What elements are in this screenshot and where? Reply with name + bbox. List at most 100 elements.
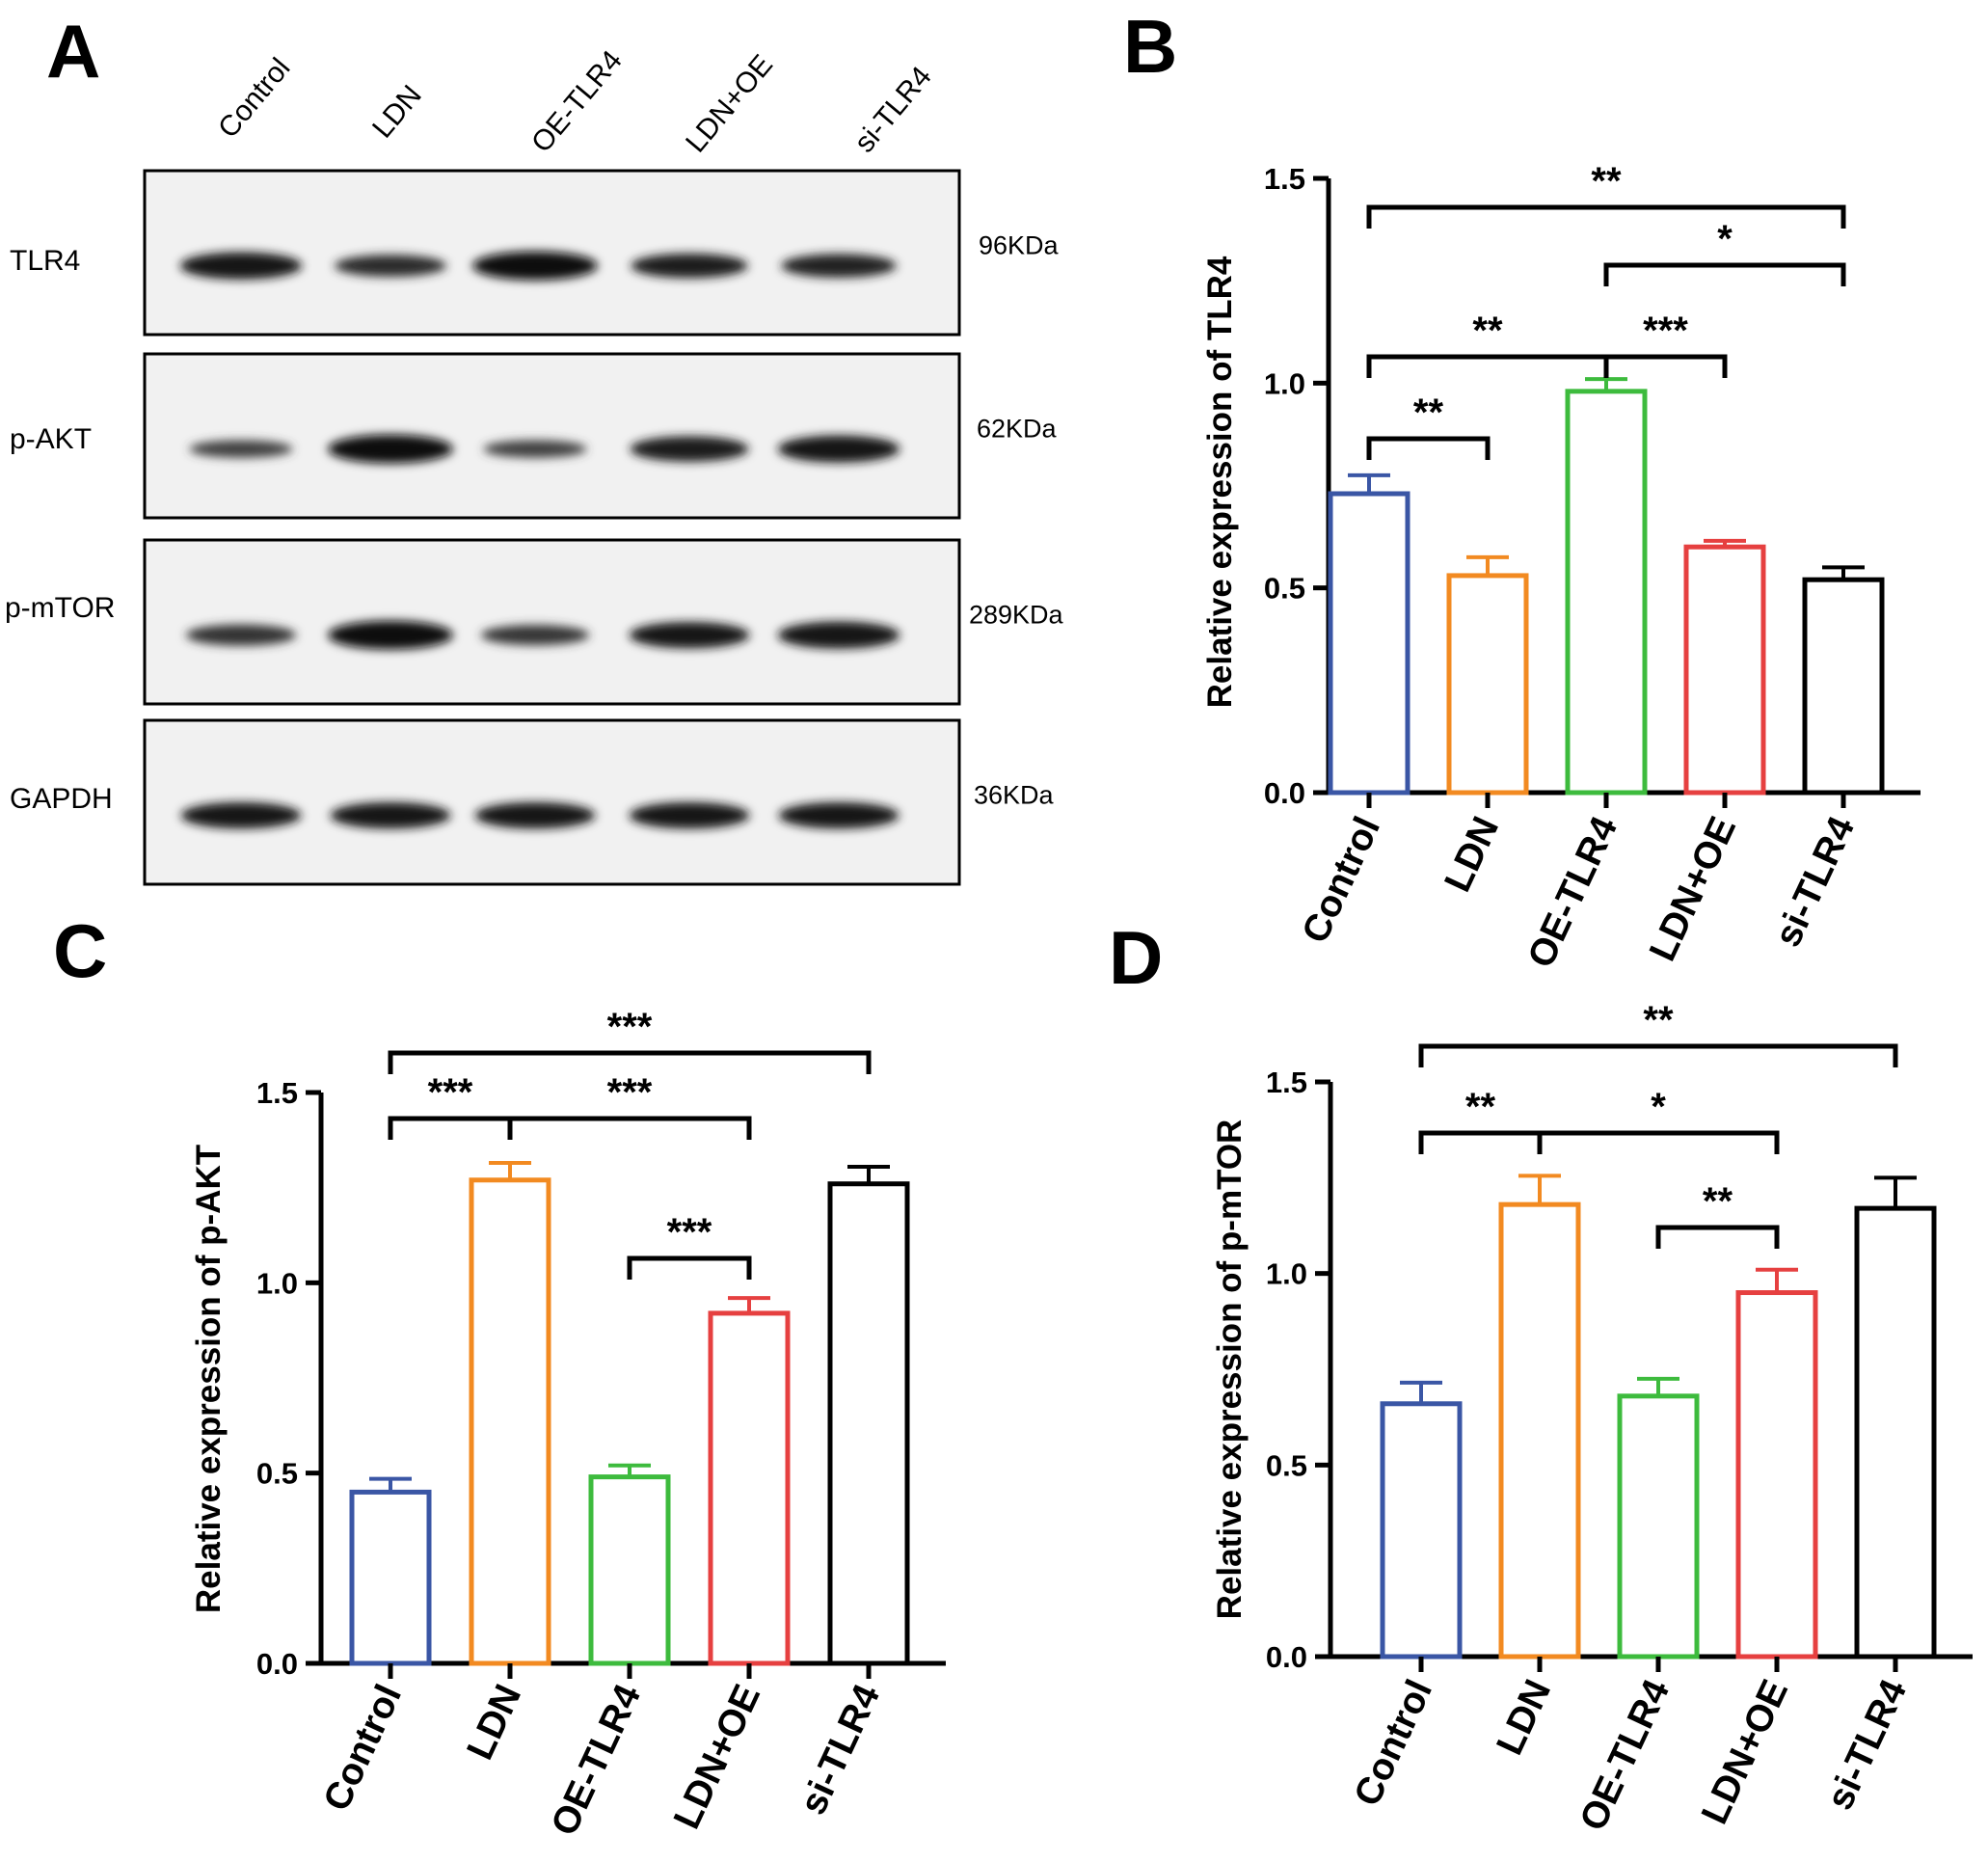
- x-tick-label: Control: [316, 1679, 411, 1818]
- panel-letter-a: A: [46, 9, 100, 94]
- blot-band: [185, 624, 297, 646]
- protein-label: p-AKT: [10, 423, 92, 455]
- lane-label: si-TLR4: [848, 61, 938, 159]
- blot-membrane: [143, 718, 961, 886]
- significance-label: *: [1717, 218, 1733, 260]
- blot-band: [777, 621, 900, 649]
- significance-bracket: [1603, 354, 1728, 378]
- chart-b: 0.0 0.5 1.0 1.5 Relative expression of TLR4 C…: [1201, 160, 1921, 974]
- bar: [1735, 1290, 1818, 1660]
- bar: [1498, 1201, 1581, 1660]
- x-tick-label: si-TLR4: [793, 1678, 889, 1821]
- molecular-weight-label: 289KDa: [969, 601, 1064, 630]
- blot-band: [335, 255, 446, 277]
- bar: [827, 1181, 910, 1666]
- y-axis-label: Relative expression of p-mTOR: [1211, 1120, 1249, 1620]
- x-tick-label: si-TLR4: [1767, 810, 1864, 953]
- significance-label: **: [1465, 1086, 1496, 1128]
- significance-label: ***: [607, 1006, 653, 1048]
- blot-band: [474, 801, 596, 829]
- y-axis-label: Relative expression of TLR4: [1201, 256, 1239, 708]
- significance-bracket: [1366, 204, 1846, 229]
- x-tick-label: si-TLR4: [1819, 1673, 1916, 1816]
- lane-label: OE-TLR4: [525, 44, 629, 158]
- bar: [708, 1310, 791, 1666]
- blot-band: [777, 435, 900, 463]
- blot-band: [631, 253, 748, 279]
- molecular-weight-label: 36KDa: [974, 781, 1055, 810]
- significance-bracket: [1366, 436, 1491, 460]
- panel-letter-c: C: [53, 908, 107, 993]
- x-tick-label: LDN: [1437, 811, 1507, 899]
- bar: [1683, 544, 1766, 796]
- significance-bracket: [388, 1050, 872, 1074]
- y-tick-label: 1.0: [1266, 1257, 1307, 1291]
- chart-d: 0.0 0.5 1.0 1.5 Relative expression of p-mTO…: [1211, 999, 1973, 1837]
- molecular-weight-label: 62KDa: [977, 415, 1058, 444]
- blot-band: [179, 252, 303, 280]
- significance-bracket: [1366, 354, 1609, 378]
- x-tick-label: OE-TLR4: [1572, 1673, 1679, 1837]
- x-tick-label: OE-TLR4: [1520, 810, 1626, 974]
- significance-bracket: [1655, 1225, 1780, 1249]
- y-tick-label: 0.0: [1266, 1640, 1307, 1674]
- significance-bracket: [507, 1116, 752, 1140]
- x-tick-label: LDN: [459, 1679, 529, 1767]
- x-tick-label: Control: [1347, 1674, 1441, 1813]
- x-tick-label: OE-TLR4: [544, 1678, 650, 1842]
- bar: [349, 1489, 432, 1666]
- blot-band: [328, 434, 453, 464]
- bar: [1328, 491, 1410, 796]
- significance-label: **: [1643, 999, 1674, 1041]
- significance-label: ***: [1643, 310, 1688, 352]
- significance-label: **: [1472, 310, 1503, 352]
- bar: [588, 1474, 671, 1666]
- protein-label: TLR4: [10, 245, 80, 277]
- y-tick-label: 0.5: [1264, 572, 1305, 606]
- significance-bracket: [627, 1255, 752, 1280]
- x-tick-label: LDN: [1489, 1674, 1559, 1762]
- significance-bracket: [388, 1116, 513, 1140]
- x-tick-label: Control: [1295, 811, 1389, 950]
- western-blot: Control LDN OE-TLR4 LDN+OE si-TLR4 TLR4 9…: [5, 44, 1064, 886]
- bar: [1802, 577, 1885, 796]
- significance-label: **: [1591, 160, 1622, 202]
- blot-band: [629, 621, 750, 649]
- y-tick-label: 1.5: [1264, 162, 1305, 196]
- y-tick-label: 0.5: [1266, 1448, 1307, 1482]
- significance-label: **: [1703, 1180, 1733, 1223]
- bar: [469, 1177, 551, 1666]
- blot-band: [778, 801, 900, 829]
- protein-label: p-mTOR: [5, 592, 115, 624]
- blot-band: [472, 251, 598, 281]
- blot-band: [629, 801, 750, 829]
- y-tick-label: 1.5: [1266, 1066, 1307, 1099]
- significance-bracket: [1418, 1130, 1543, 1154]
- y-tick-label: 0.0: [256, 1647, 298, 1681]
- blot-band: [328, 620, 453, 650]
- significance-bracket: [1537, 1130, 1780, 1154]
- y-tick-label: 1.0: [256, 1266, 298, 1300]
- bar: [1854, 1205, 1937, 1660]
- lane-label: LDN: [366, 79, 428, 144]
- protein-label: GAPDH: [10, 783, 113, 815]
- y-tick-label: 1.5: [256, 1076, 298, 1110]
- blot-band: [180, 801, 302, 829]
- blot-band: [480, 625, 590, 646]
- y-tick-label: 1.0: [1264, 366, 1305, 400]
- lane-label: LDN+OE: [680, 49, 779, 159]
- bar: [1380, 1401, 1463, 1660]
- blot-band: [483, 440, 587, 458]
- blot-band: [781, 254, 897, 278]
- chart-c: 0.0 0.5 1.0 1.5 Relative expression of p-AKT…: [190, 1006, 946, 1842]
- x-tick-label: LDN+OE: [666, 1679, 768, 1836]
- y-axis-label: Relative expression of p-AKT: [190, 1145, 228, 1613]
- panel-letter-d: D: [1109, 915, 1163, 1000]
- lane-labels: Control LDN OE-TLR4 LDN+OE si-TLR4: [212, 44, 938, 158]
- significance-label: ***: [428, 1071, 473, 1114]
- y-tick-label: 0.0: [1264, 776, 1305, 810]
- blot-band: [330, 801, 451, 829]
- molecular-weight-label: 96KDa: [979, 231, 1060, 260]
- blot-band: [630, 436, 749, 462]
